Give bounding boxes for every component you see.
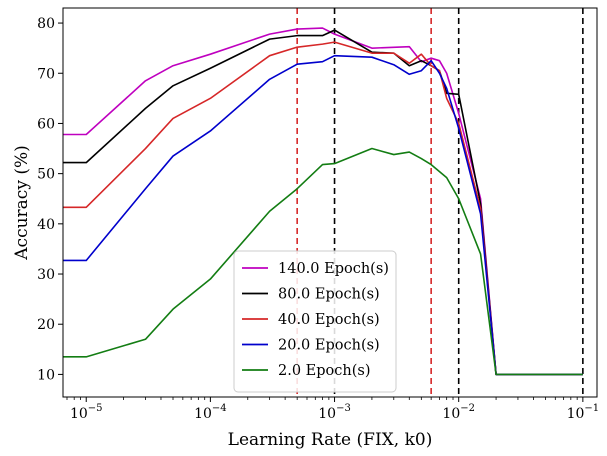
legend-label: 140.0 Epoch(s) xyxy=(278,261,389,277)
y-tick-label: 70 xyxy=(37,66,55,82)
x-tick-label: 10−5 xyxy=(70,403,103,422)
y-tick-label: 30 xyxy=(37,267,55,283)
legend-label: 40.0 Epoch(s) xyxy=(278,312,380,328)
x-tick-label: 10−1 xyxy=(567,403,600,422)
y-tick-label: 10 xyxy=(37,367,55,383)
series-line xyxy=(63,41,583,376)
legend-label: 20.0 Epoch(s) xyxy=(278,338,380,354)
series-line xyxy=(63,54,583,376)
y-axis-title: Accuracy (%) xyxy=(12,145,32,260)
y-tick-label: 20 xyxy=(37,317,55,333)
plot-frame xyxy=(62,7,598,398)
y-axis: 10 20 30 40 50 60 70 80 xyxy=(37,16,63,383)
data-series xyxy=(63,27,583,376)
series-line xyxy=(63,147,583,376)
x-tick-label: 10−4 xyxy=(194,403,227,422)
legend-box xyxy=(233,250,397,393)
x-axis: 10−5 10−4 10−3 10−2 10−1 xyxy=(66,397,600,422)
y-tick-label: 80 xyxy=(37,16,55,32)
legend-label: 2.0 Epoch(s) xyxy=(278,363,370,379)
x-axis-title: Learning Rate (FIX, k0) xyxy=(228,430,433,450)
x-tick-label: 10−3 xyxy=(318,403,351,422)
legend-label: 80.0 Epoch(s) xyxy=(278,287,380,303)
legend: 140.0 Epoch(s) 80.0 Epoch(s) 40.0 Epoch(s)… xyxy=(233,250,397,393)
y-tick-label: 40 xyxy=(37,217,55,233)
y-tick-label: 60 xyxy=(37,116,55,132)
x-tick-label: 10−2 xyxy=(442,403,475,422)
y-tick-label: 50 xyxy=(37,167,55,183)
